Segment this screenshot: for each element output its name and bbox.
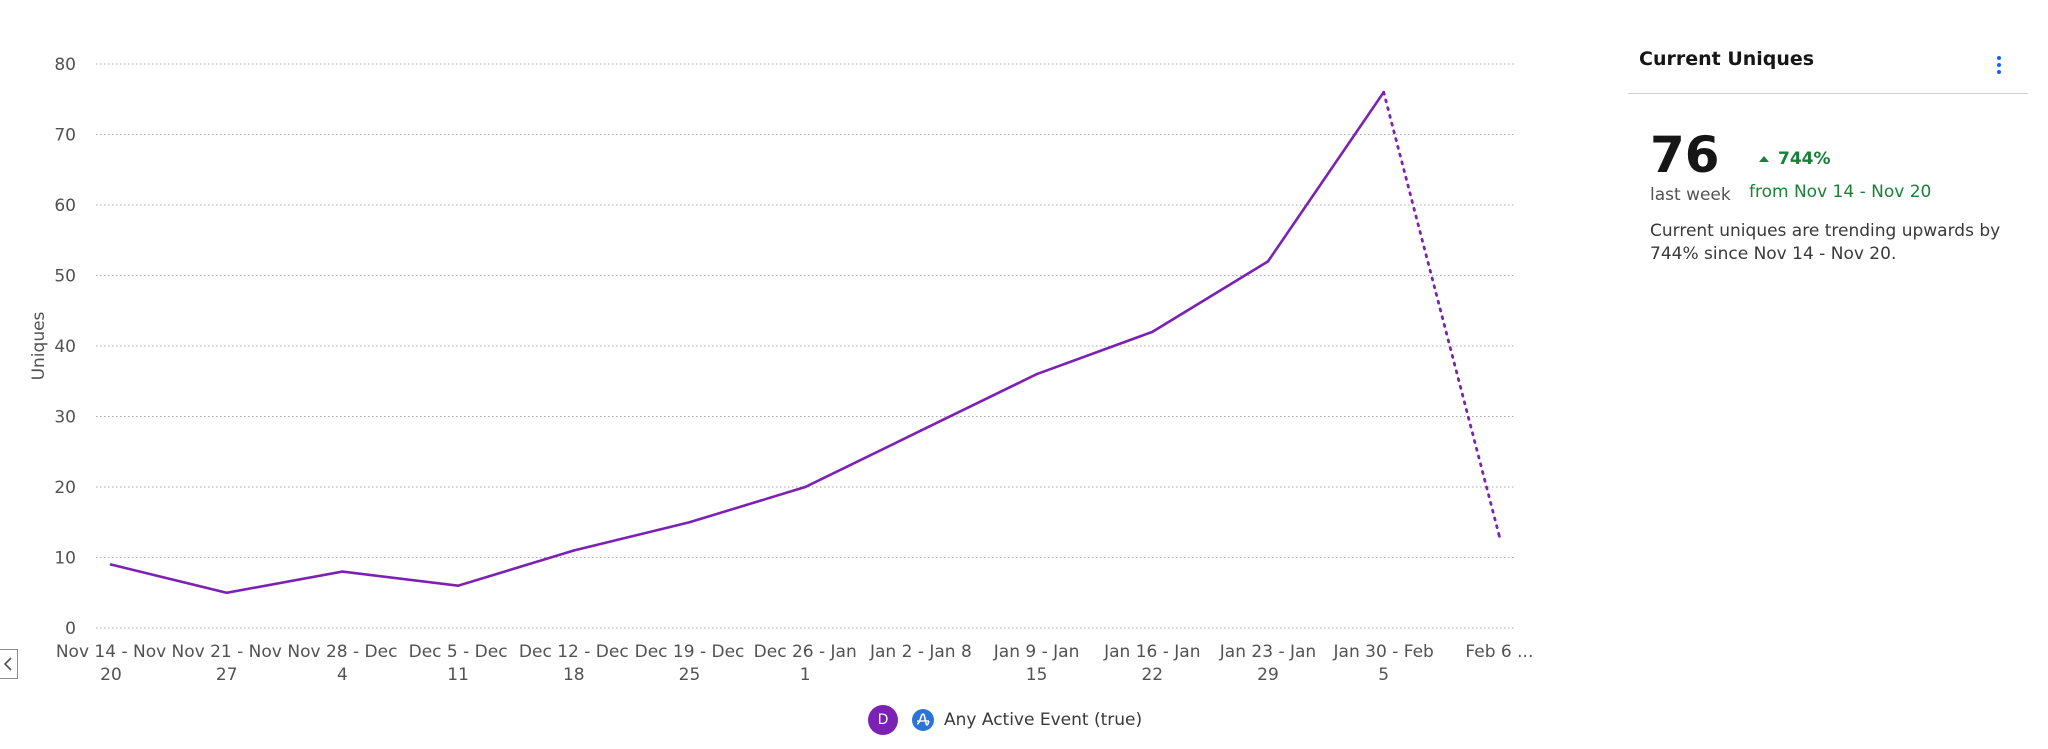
x-tick-label: Nov 21 - Nov 27 [172, 642, 282, 685]
x-tick-label: Dec 19 - Dec 25 [635, 642, 745, 685]
legend-label[interactable]: Any Active Event (true) [944, 710, 1143, 730]
chart-legend: D Any Active Event (true) [868, 705, 1142, 735]
comparison-range: from Nov 14 - Nov 20 [1749, 182, 1932, 202]
change-indicator: 744% [1758, 149, 1831, 169]
trend-summary: Current uniques are trending upwards by … [1650, 221, 2001, 264]
caret-up-icon [1759, 156, 1769, 162]
data-point-6 [803, 485, 807, 489]
x-tick-label: Jan 2 - Jan 8 [869, 642, 972, 662]
x-tick-label: Dec 5 - Dec 11 [409, 642, 508, 685]
y-axis-ticks: 0 10 20 30 40 50 60 70 80 [54, 55, 76, 639]
y-tick-label: 0 [65, 619, 76, 639]
x-tick-label: Jan 9 - Jan 15 [993, 642, 1080, 685]
y-tick-label: 80 [54, 55, 76, 75]
x-tick-label: Nov 14 - Nov 20 [56, 642, 166, 685]
change-percent: 744% [1778, 149, 1831, 169]
y-axis-label: Uniques [29, 311, 49, 380]
x-tick-label: Dec 12 - Dec 18 [519, 642, 629, 685]
series-points [109, 90, 1501, 595]
y-tick-label: 30 [54, 408, 76, 428]
data-point-1 [225, 591, 228, 595]
series-line-incomplete [1382, 90, 1501, 538]
data-point-0 [109, 563, 113, 566]
data-point-11 [1382, 90, 1385, 94]
x-tick-label: Dec 26 - Jan 1 [754, 642, 857, 685]
segment-badge[interactable]: D [868, 705, 898, 735]
x-tick-label: Feb 6 ... [1465, 642, 1533, 662]
series-line-solid [110, 91, 1385, 595]
data-point-3 [456, 584, 460, 587]
panel-title: Current Uniques [1639, 48, 1815, 70]
amplitude-icon [912, 709, 934, 731]
data-point-4 [572, 549, 576, 552]
current-uniques-panel: Current Uniques 76 last week 744% from N… [1628, 0, 2028, 749]
data-point-12 [1498, 535, 1501, 538]
chart-gridlines [96, 63, 1514, 629]
chevron-left-icon [3, 657, 12, 671]
y-tick-label: 40 [54, 337, 76, 357]
y-tick-label: 10 [54, 549, 76, 569]
collapse-panel-button[interactable] [0, 649, 18, 679]
x-tick-label: Nov 28 - Dec 4 [287, 642, 397, 685]
y-tick-label: 50 [54, 267, 76, 287]
panel-divider [1628, 93, 2028, 94]
current-value: 76 [1650, 126, 1720, 184]
x-tick-label: Jan 30 - Feb 5 [1333, 642, 1434, 685]
data-point-10 [1266, 260, 1270, 263]
x-tick-label: Jan 16 - Jan 22 [1103, 642, 1200, 685]
y-tick-label: 60 [54, 196, 76, 216]
data-point-7 [919, 429, 923, 432]
uniques-line-chart: 0 10 20 30 40 50 60 70 80 Uniques Nov 14 - Nov 20… [29, 55, 1534, 685]
y-tick-label: 70 [54, 126, 76, 146]
period-label: last week [1650, 185, 1731, 205]
y-tick-label: 20 [54, 478, 76, 498]
x-tick-label: Jan 23 - Jan 29 [1219, 642, 1316, 685]
more-vertical-icon[interactable] [1994, 54, 2004, 76]
data-point-9 [1151, 330, 1154, 334]
data-point-8 [1035, 372, 1038, 376]
data-point-2 [341, 570, 344, 573]
data-point-5 [688, 520, 691, 524]
